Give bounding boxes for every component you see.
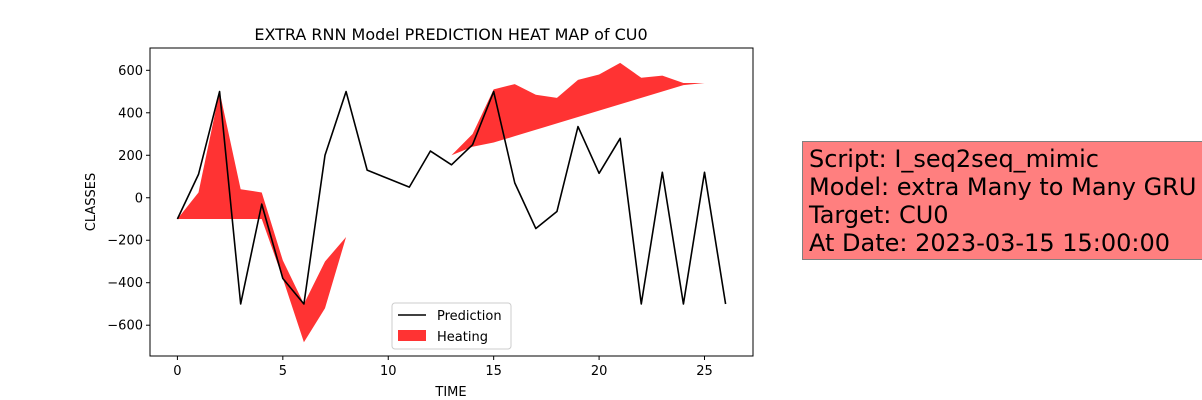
- y-tick-label: 400: [118, 106, 143, 121]
- y-axis-ticks: −600 −400 −200 0 200 400 600: [107, 64, 150, 334]
- plot-area: [176, 62, 727, 343]
- x-tick-label: 15: [485, 364, 502, 379]
- y-tick-label: 600: [118, 64, 143, 79]
- x-tick-label: 0: [173, 364, 181, 379]
- legend-prediction-label: Prediction: [437, 309, 502, 324]
- y-tick-label: 0: [135, 191, 143, 206]
- info-target: Target: CU0: [809, 201, 949, 229]
- y-tick-label: −600: [107, 319, 143, 334]
- x-axis-label: TIME: [434, 385, 466, 400]
- info-script: Script: I_seq2seq_mimic: [809, 145, 1099, 173]
- plot-frame: [149, 47, 754, 357]
- series-heating-area: [177, 62, 726, 343]
- x-axis-ticks: 0 5 10 15 20 25: [173, 356, 713, 379]
- legend-heating-swatch: [398, 330, 426, 341]
- y-axis-label: CLASSES: [84, 173, 99, 231]
- legend-heating-label: Heating: [437, 330, 488, 345]
- info-box: Script: I_seq2seq_mimic Model: extra Man…: [802, 141, 1202, 260]
- info-date: At Date: 2023-03-15 15:00:00: [809, 229, 1171, 257]
- x-tick-label: 20: [591, 364, 608, 379]
- x-tick-label: 10: [380, 364, 397, 379]
- y-tick-label: 200: [118, 149, 143, 164]
- y-tick-label: −200: [107, 234, 143, 249]
- x-tick-label: 5: [279, 364, 287, 379]
- y-tick-label: −400: [107, 276, 143, 291]
- x-tick-label: 25: [696, 364, 713, 379]
- info-model: Model: extra Many to Many GRU: [809, 173, 1197, 201]
- chart-title: EXTRA RNN Model PREDICTION HEAT MAP of C…: [254, 25, 647, 44]
- legend: Prediction Heating: [391, 302, 512, 350]
